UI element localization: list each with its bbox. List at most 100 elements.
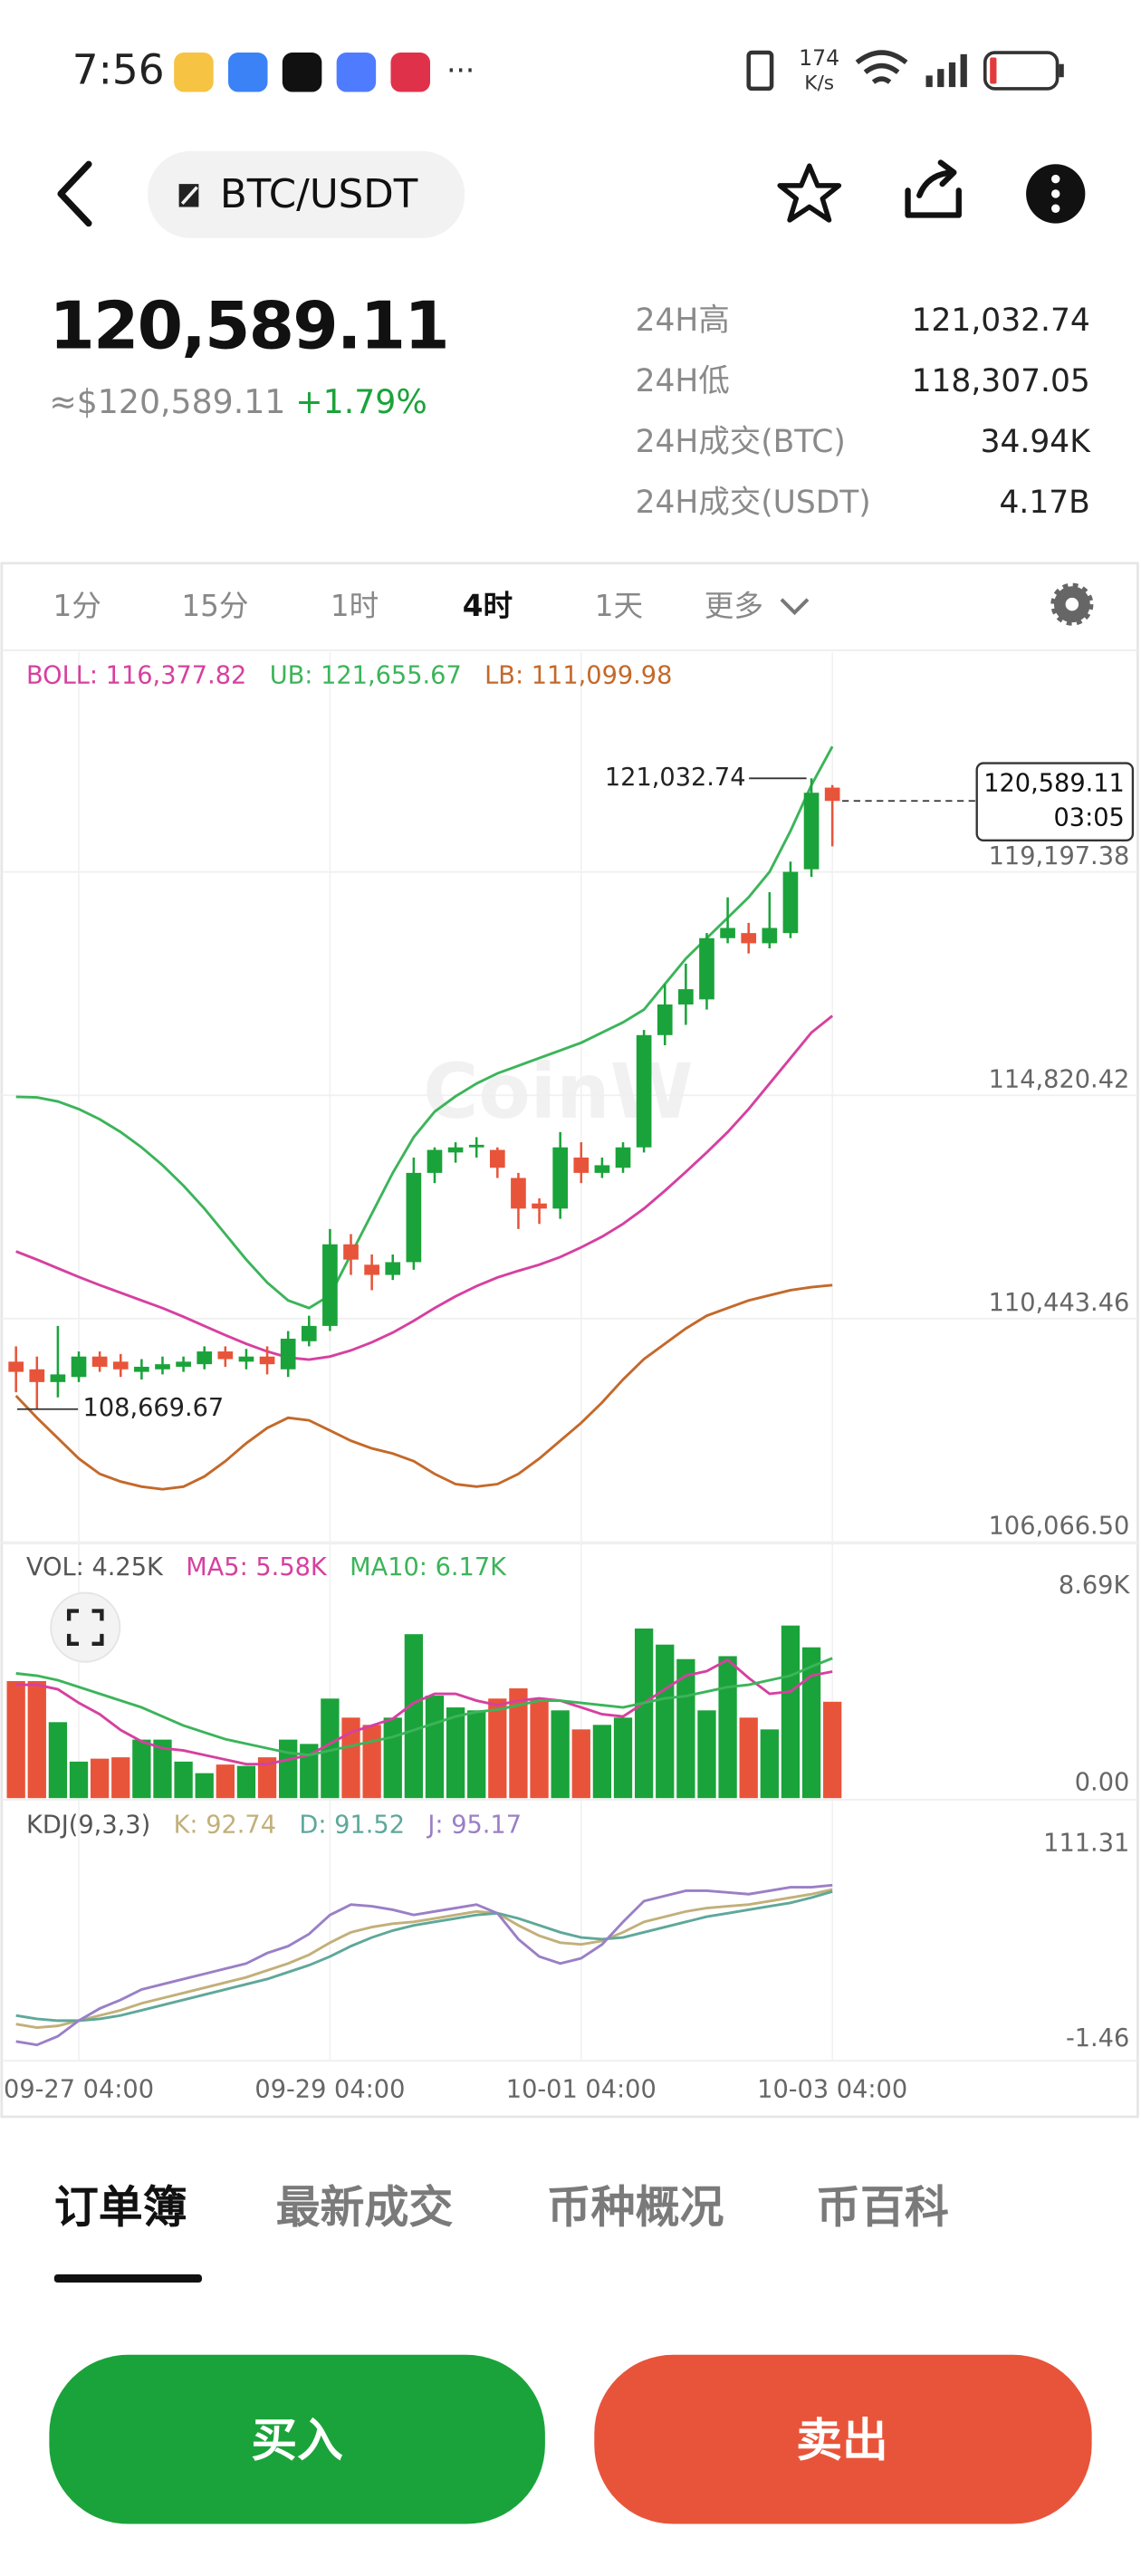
volume-bar — [111, 1757, 130, 1799]
active-tab-indicator — [53, 2273, 202, 2283]
volume-bar — [613, 1717, 633, 1799]
stat-value: 121,032.74 — [912, 303, 1090, 339]
candle-body — [155, 1364, 170, 1370]
volume-bar — [69, 1761, 89, 1799]
candle-body — [720, 928, 735, 938]
volume-bar — [300, 1744, 319, 1799]
favorite-button[interactable] — [777, 163, 842, 223]
bottom-tab[interactable]: 币百科 — [816, 2182, 949, 2234]
candle-body — [259, 1356, 275, 1365]
fullscreen-button[interactable] — [50, 1591, 121, 1663]
stat-value: 4.17B — [999, 485, 1089, 521]
share-button[interactable] — [905, 159, 962, 218]
interval-tab[interactable]: 4时 — [463, 589, 513, 623]
last-price: 120,589.11 — [49, 288, 448, 364]
volume-bar — [132, 1739, 151, 1799]
status-time: 7:56 — [72, 45, 165, 93]
x-tick-label: 10-03 04:00 — [757, 2075, 907, 2103]
interval-tabs: 1分 15分 1时 4时 1天 更多 — [53, 589, 764, 623]
interval-tab[interactable]: 1时 — [331, 589, 379, 623]
interval-tab[interactable]: 15分 — [181, 589, 248, 623]
app-icon — [390, 53, 430, 92]
wifi-icon — [855, 50, 908, 84]
buy-button[interactable] — [49, 2354, 545, 2524]
pair-name: BTC/USDT — [220, 172, 418, 217]
more-chevron — [780, 598, 810, 616]
candle-body — [782, 871, 799, 934]
pair-icon — [175, 180, 202, 211]
legend-entry: MA10: 6.17K — [350, 1553, 507, 1581]
volume-bar — [592, 1725, 612, 1799]
stat-label: 24H成交(USDT) — [636, 485, 871, 521]
sell-button[interactable] — [594, 2354, 1092, 2524]
series-line — [15, 1888, 833, 2029]
y-tick-label: 111.31 — [1043, 1829, 1129, 1857]
candle-body — [615, 1147, 631, 1168]
x-tick-label: 10-01 04:00 — [506, 2075, 657, 2103]
series-line — [14, 1283, 833, 1491]
price-change: +1.79% — [295, 382, 427, 421]
sell-label: 卖出 — [796, 2414, 888, 2467]
candle-body — [511, 1177, 526, 1209]
candle-body — [217, 1351, 234, 1360]
y-tick-label: 110,443.46 — [989, 1289, 1130, 1317]
candle-body — [406, 1172, 422, 1263]
volume-bar — [739, 1717, 758, 1799]
pair-selector[interactable] — [148, 150, 465, 238]
volume-bar — [48, 1722, 68, 1799]
bottom-tab[interactable]: 订单簿 — [54, 2182, 187, 2234]
stats: 24H高 121,032.74 24H低 118,307.05 24H成交(BTC) 34… — [636, 303, 1092, 521]
app-icon — [282, 53, 322, 92]
battery-icon — [983, 51, 1060, 91]
fullscreen-icon — [66, 1609, 104, 1646]
candle-body — [552, 1147, 569, 1209]
high-label: 121,032.74 — [605, 764, 746, 792]
candle-body — [8, 1361, 24, 1372]
candle-body — [71, 1356, 87, 1378]
legend-entry: UB: 121,655.67 — [270, 661, 462, 689]
volume-bar — [697, 1710, 716, 1799]
y-tick-label: 0.00 — [1075, 1768, 1130, 1796]
candle-body — [176, 1361, 191, 1367]
y-tick-label: 114,820.42 — [989, 1065, 1130, 1093]
candle-body — [91, 1356, 108, 1367]
volume-bar — [530, 1698, 549, 1799]
interval-tab[interactable]: 1天 — [595, 589, 643, 623]
legend-entry: J: 95.17 — [426, 1812, 522, 1840]
interval-tab[interactable]: 1分 — [53, 589, 101, 623]
app-icon — [336, 53, 377, 92]
volume-bar — [718, 1656, 737, 1799]
x-tick-label: 09-29 04:00 — [254, 2075, 405, 2103]
bottom-tab[interactable]: 最新成交 — [276, 2182, 454, 2234]
back-button[interactable] — [57, 160, 92, 227]
bottom-tab[interactable]: 币种概况 — [547, 2182, 724, 2234]
series-line — [15, 1014, 834, 1361]
legend-entry: KDJ(9,3,3) — [26, 1812, 150, 1840]
x-tick-label: 09-27 04:00 — [4, 2075, 154, 2103]
volume-bar — [236, 1765, 256, 1799]
candle-body — [824, 787, 840, 802]
volume-bar — [153, 1739, 172, 1799]
interval-tab[interactable]: 更多 — [705, 589, 763, 623]
chart-frame — [0, 562, 1139, 2119]
candle-body — [112, 1361, 129, 1370]
volume-bar — [571, 1729, 590, 1799]
stat-label: 24H成交(BTC) — [636, 424, 846, 460]
approx-price: ≈$120,589.11 — [49, 382, 285, 421]
candle-body — [301, 1325, 317, 1341]
volume-bar — [27, 1681, 46, 1799]
legend-entry: MA5: 5.58K — [186, 1553, 328, 1581]
series-line — [15, 1889, 833, 2023]
candle-body — [741, 933, 757, 944]
y-tick-label: -1.46 — [1066, 2024, 1129, 2052]
candle-body — [657, 1004, 673, 1035]
settings-hole — [1065, 597, 1079, 611]
candle-body — [489, 1149, 505, 1168]
volume-bar — [446, 1707, 465, 1799]
series-line — [15, 1883, 833, 2047]
volume-bar — [634, 1628, 654, 1799]
volume-bar — [488, 1698, 507, 1799]
volume-bar — [195, 1773, 214, 1799]
